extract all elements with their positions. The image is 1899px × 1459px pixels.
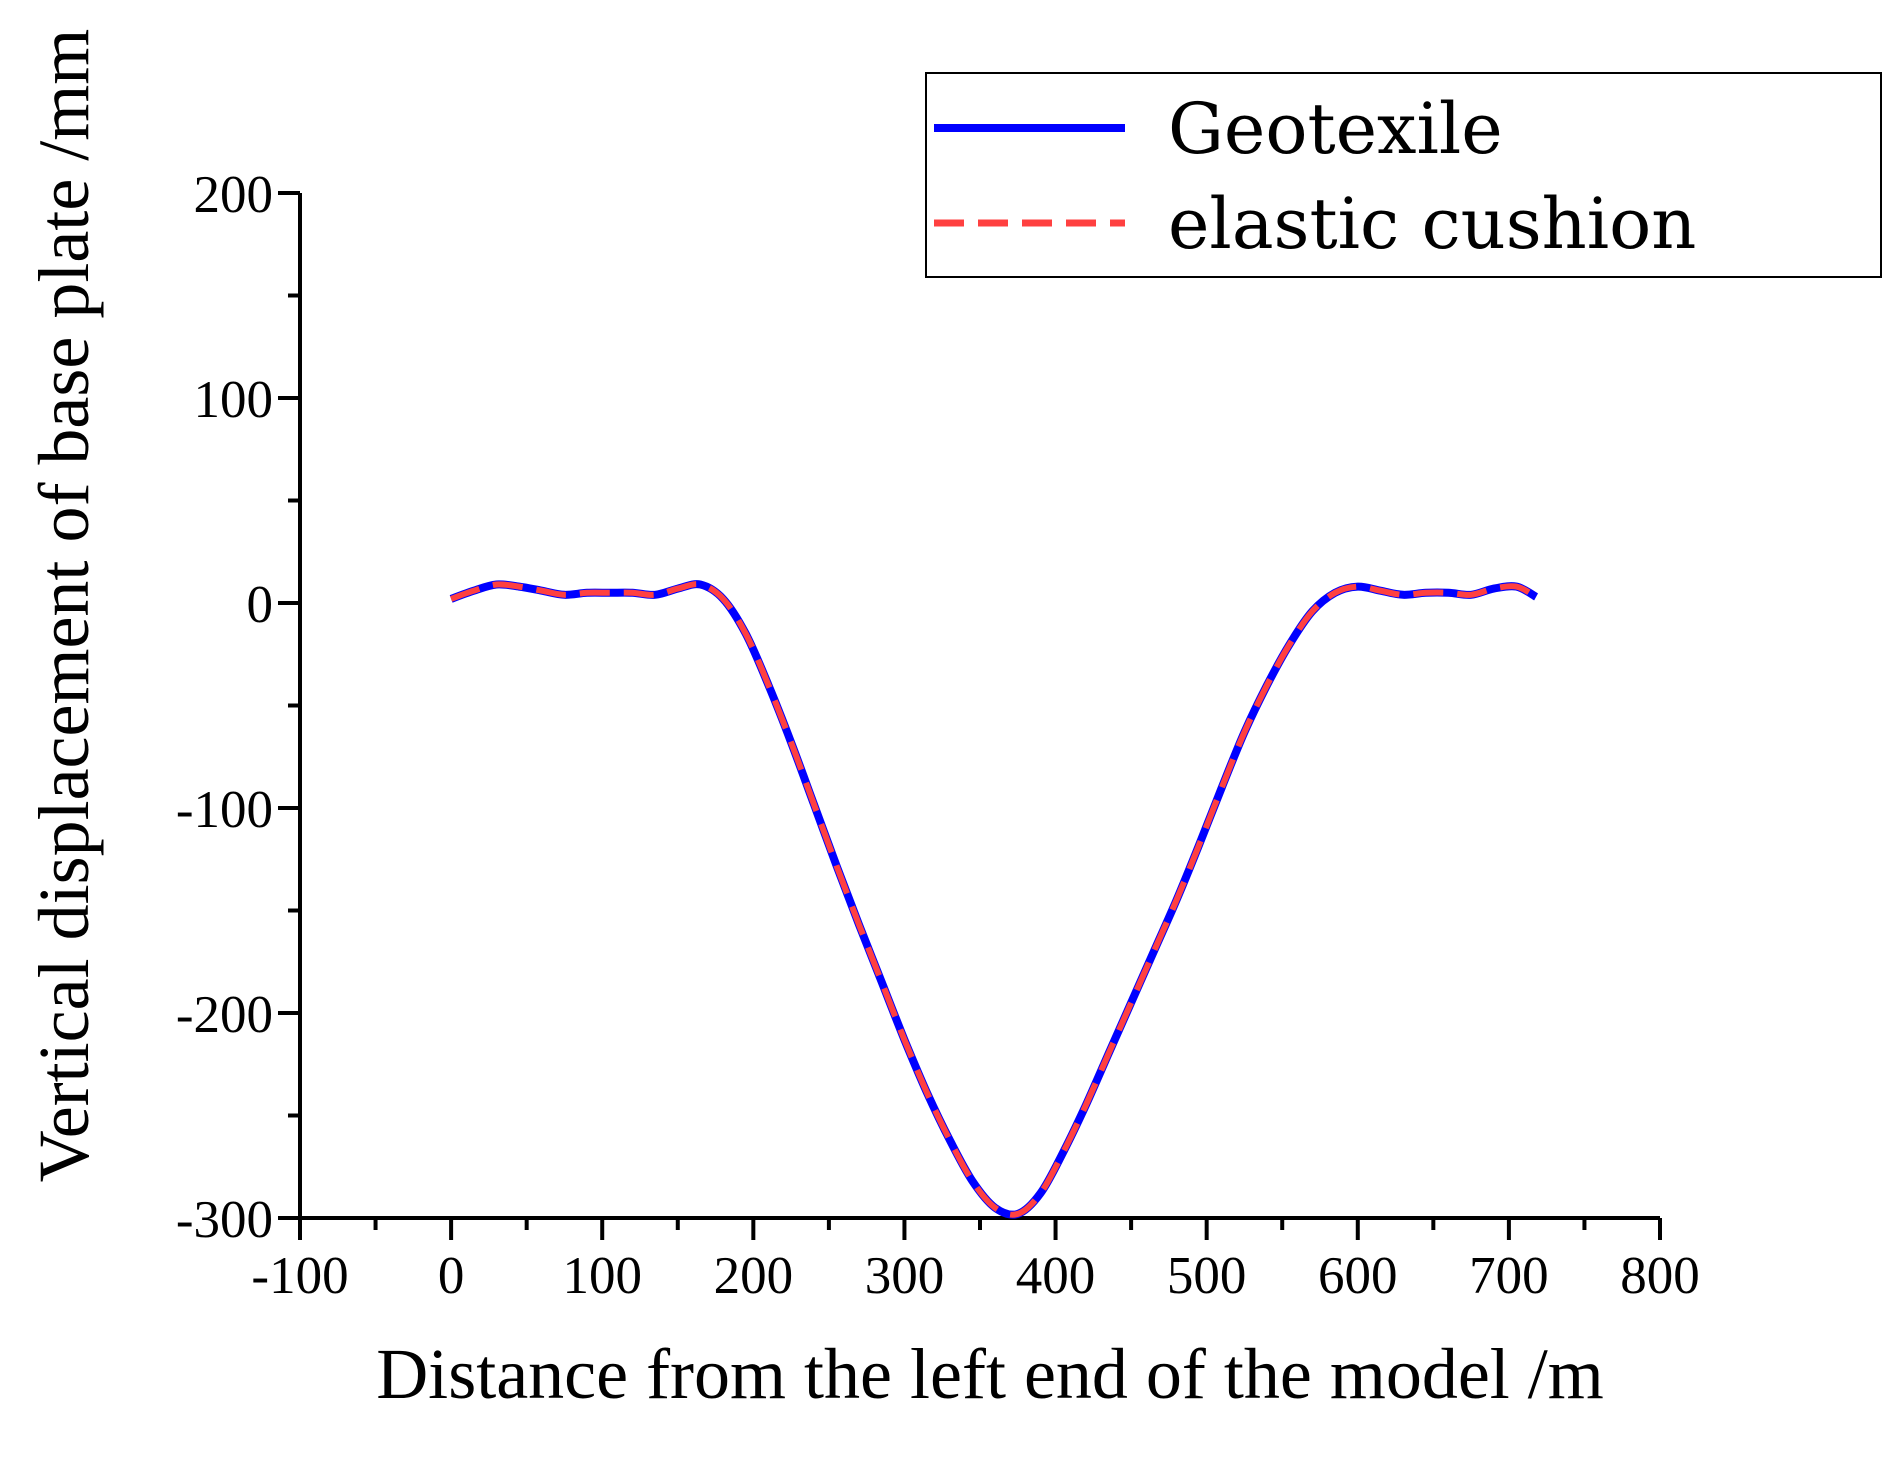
x-tick-label: 0 (438, 1247, 465, 1305)
series-line-elastic-cushion (450, 581, 1538, 1218)
x-tick-label: 400 (1016, 1247, 1096, 1305)
axes: -100 0 100 200 300 400 500 600 700 800 -300 -200 -10… (176, 166, 1700, 1305)
y-tick-label: -200 (176, 986, 273, 1044)
x-tick-label: -100 (251, 1247, 348, 1305)
legend-label: Geotexile (1168, 88, 1503, 170)
legend: Geotexile elastic cushion (925, 72, 1882, 278)
series-layer (449, 580, 1539, 1219)
legend-box (925, 72, 1882, 278)
y-axis-title: Vertical displacement of base plate /mm (24, 29, 104, 1183)
series-line-geotexile (449, 580, 1539, 1219)
x-tick-label: 200 (714, 1247, 794, 1305)
x-tick-label: 800 (1620, 1247, 1700, 1305)
y-tick-label: 200 (194, 166, 274, 224)
y-tick-label: 0 (247, 576, 274, 634)
x-tick-label: 100 (562, 1247, 642, 1305)
legend-label: elastic cushion (1168, 183, 1696, 265)
y-tick-label: -300 (176, 1191, 273, 1249)
y-tick-label: -100 (176, 781, 273, 839)
x-axis-title: Distance from the left end of the model … (376, 1334, 1604, 1414)
x-tick-label: 500 (1167, 1247, 1247, 1305)
x-tick-label: 700 (1469, 1247, 1549, 1305)
y-tick-label: 100 (194, 371, 274, 429)
x-tick-label: 300 (865, 1247, 945, 1305)
x-tick-label: 600 (1318, 1247, 1398, 1305)
